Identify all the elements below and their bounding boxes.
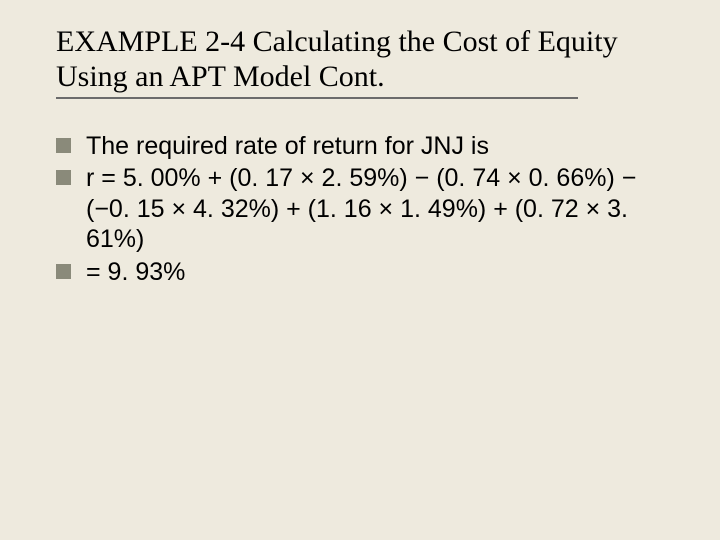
slide-title: EXAMPLE 2-4 Calculating the Cost of Equi… (56, 24, 672, 95)
list-item: r = 5. 00% + (0. 17 × 2. 59%) − (0. 74 ×… (56, 163, 672, 255)
title-line1: EXAMPLE 2-4 Calculating the Cost of Equi… (56, 25, 618, 58)
list-item: The required rate of return for JNJ is (56, 131, 672, 162)
title-line2: Using an APT Model Cont. (56, 60, 385, 93)
bullet-text: r = 5. 00% + (0. 17 × 2. 59%) − (0. 74 ×… (86, 164, 636, 253)
bullet-list: The required rate of return for JNJ is r… (56, 131, 672, 288)
slide: EXAMPLE 2-4 Calculating the Cost of Equi… (0, 0, 720, 540)
list-item: = 9. 93% (56, 257, 672, 288)
bullet-text: = 9. 93% (86, 258, 185, 286)
bullet-text: The required rate of return for JNJ is (86, 132, 489, 160)
title-underline (56, 97, 578, 99)
